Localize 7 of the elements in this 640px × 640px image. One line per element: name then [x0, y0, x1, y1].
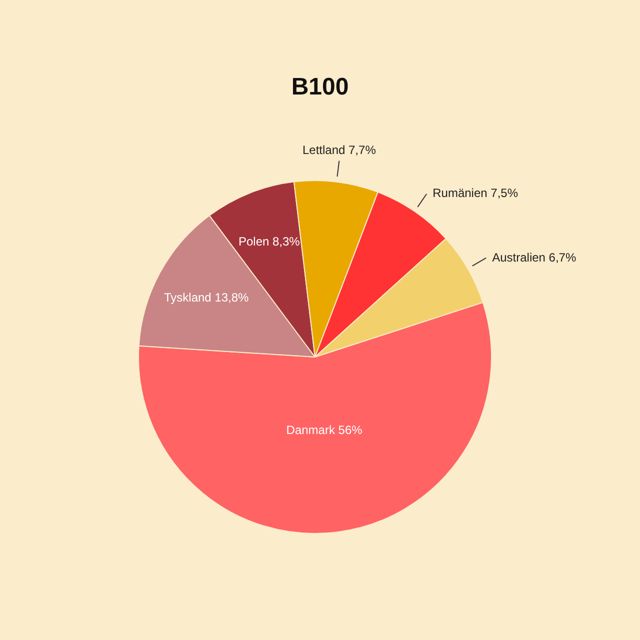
slice-label: Polen 8,3%	[238, 234, 300, 249]
slice-label: Rumänien 7,5%	[432, 186, 518, 200]
slice-label: Tyskland 13,8%	[164, 290, 250, 304]
slice-label: Danmark 56%	[286, 422, 363, 437]
slice-label: Lettland 7,7%	[302, 143, 376, 158]
chart-title: B100	[291, 74, 349, 101]
slice-label: Australien 6,7%	[492, 250, 576, 264]
